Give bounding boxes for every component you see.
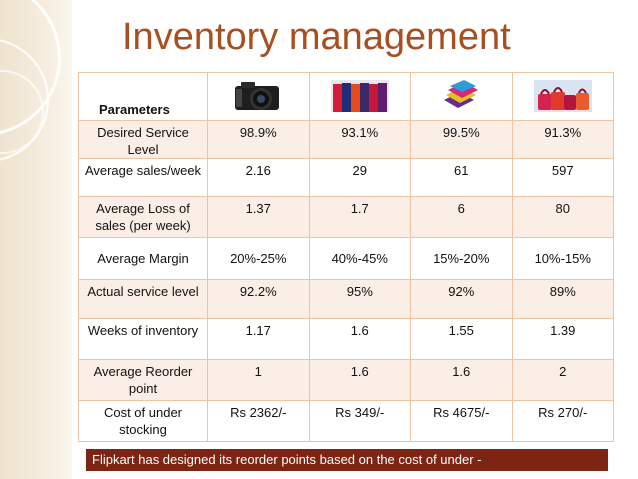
value-cell: 91.3% (511, 120, 614, 159)
param-cell: Average sales/week (78, 158, 208, 197)
value-cell: 1.55 (410, 318, 513, 360)
param-cell: Actual service level (78, 279, 208, 319)
value-cell: 1.37 (207, 196, 310, 238)
camera-image (235, 82, 280, 110)
value-cell: 98.9% (207, 120, 310, 159)
napkins-column-header (410, 72, 513, 121)
table-row: Average Margin 20%-25% 40%-45% 15%-20% 1… (78, 237, 614, 280)
tshirts-column-header (308, 72, 411, 121)
table-row: Desired Service Level 98.9% 93.1% 99.5% … (78, 120, 614, 159)
value-cell: 2.16 (207, 158, 310, 197)
param-cell: Average Margin (78, 237, 208, 280)
camera-column-header (207, 72, 310, 121)
value-cell: 89% (511, 279, 614, 319)
param-cell: Desired Service Level (78, 120, 208, 159)
slide-title: Inventory management (122, 16, 511, 58)
value-cell: 40%-45% (308, 237, 411, 280)
value-cell: 10%-15% (511, 237, 614, 280)
value-cell: 95% (308, 279, 411, 319)
value-cell: 597 (511, 158, 614, 197)
handbags-column-header (511, 72, 614, 121)
value-cell: Rs 2362/- (207, 400, 310, 442)
value-cell: 99.5% (410, 120, 513, 159)
napkins-image (444, 80, 479, 108)
value-cell: 15%-20% (410, 237, 513, 280)
table-row: Average Reorder point 1 1.6 1.6 2 (78, 359, 614, 401)
parameters-header-cell: Parameters (78, 72, 208, 121)
value-cell: 6 (410, 196, 513, 238)
param-cell: Cost of under stocking (78, 400, 208, 442)
table-row: Actual service level 92.2% 95% 92% 89% (78, 279, 614, 319)
value-cell: 80 (511, 196, 614, 238)
value-cell: 92.2% (207, 279, 310, 319)
param-cell: Average Loss of sales (per week) (78, 196, 208, 238)
value-cell: Rs 270/- (511, 400, 614, 442)
handbags-image (533, 80, 592, 112)
value-cell: 1.39 (511, 318, 614, 360)
decorative-side-band (0, 0, 72, 479)
table-header-row: Parameters (78, 72, 614, 121)
param-cell: Weeks of inventory (78, 318, 208, 360)
value-cell: 1.17 (207, 318, 310, 360)
param-cell: Average Reorder point (78, 359, 208, 401)
value-cell: 1.7 (308, 196, 411, 238)
inventory-table: Parameters (78, 72, 614, 442)
value-cell: 93.1% (308, 120, 411, 159)
table-row: Average Loss of sales (per week) 1.37 1.… (78, 196, 614, 238)
value-cell: 92% (410, 279, 513, 319)
tshirts-image (330, 80, 389, 112)
value-cell: 1.6 (410, 359, 513, 401)
value-cell: 1 (207, 359, 310, 401)
value-cell: 61 (410, 158, 513, 197)
parameters-header: Parameters (99, 102, 170, 117)
value-cell: 20%-25% (207, 237, 310, 280)
table-row: Average sales/week 2.16 29 61 597 (78, 158, 614, 197)
value-cell: 29 (308, 158, 411, 197)
value-cell: 1.6 (308, 318, 411, 360)
footer-note: Flipkart has designed its reorder points… (86, 449, 608, 471)
table-row: Cost of under stocking Rs 2362/- Rs 349/… (78, 400, 614, 442)
value-cell: 1.6 (308, 359, 411, 401)
value-cell: Rs 349/- (308, 400, 411, 442)
table-row: Weeks of inventory 1.17 1.6 1.55 1.39 (78, 318, 614, 360)
value-cell: Rs 4675/- (410, 400, 513, 442)
value-cell: 2 (511, 359, 614, 401)
